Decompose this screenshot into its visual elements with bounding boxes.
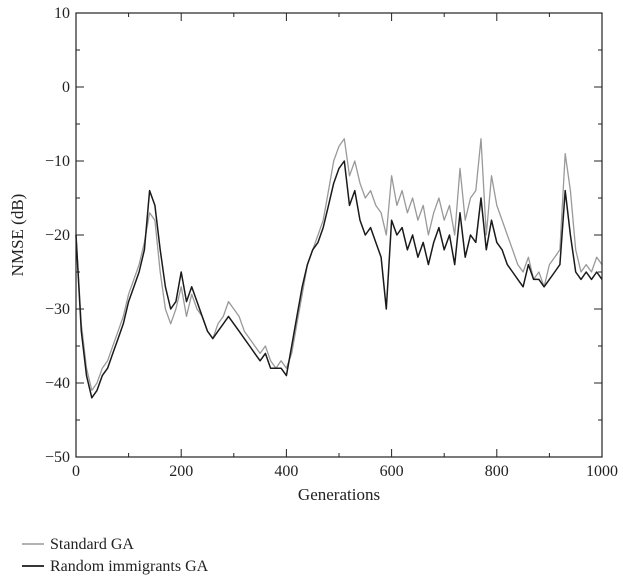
x-tick-label: 400 [274,463,298,480]
x-tick-label: 1000 [586,463,618,480]
y-axis-title: NMSE (dB) [8,194,27,277]
x-tick-label: 200 [169,463,193,480]
y-tick-label: −20 [45,227,70,244]
y-tick-label: −40 [45,375,70,392]
x-axis-title: Generations [298,485,380,504]
y-tick-label: 0 [62,79,70,96]
y-tick-label: −10 [45,153,70,170]
series-line-random-immigrants-ga [75,160,603,399]
plot-frame [75,12,603,458]
x-tick-label: 600 [380,463,404,480]
x-tick-label: 0 [72,463,80,480]
y-tick-label: 10 [54,5,70,22]
y-tick-label: −50 [45,449,70,466]
legend-label-random-immigrants-ga: Random immigrants GA [50,558,209,575]
y-tick-label: −30 [45,301,70,318]
x-tick-label: 800 [485,463,509,480]
legend: Standard GA Random immigrants GA [22,536,209,575]
series-line-standard-ga [75,138,603,392]
legend-label-standard-ga: Standard GA [50,536,134,553]
